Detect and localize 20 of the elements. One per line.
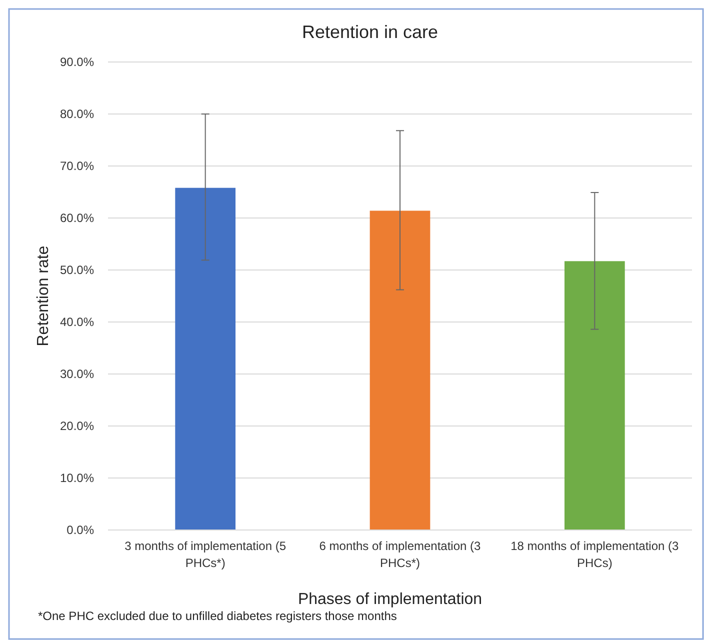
x-tick-label: 3 months of implementation (5 PHCs*): [124, 539, 286, 570]
bar: [564, 261, 625, 530]
y-tick-label: 30.0%: [60, 367, 94, 381]
y-tick-label: 70.0%: [60, 159, 94, 173]
bar: [175, 188, 236, 530]
y-tick-label: 60.0%: [60, 211, 94, 225]
y-tick-label: 0.0%: [66, 523, 94, 537]
y-tick-label: 20.0%: [60, 419, 94, 433]
y-tick-label: 90.0%: [60, 55, 94, 69]
y-tick-label: 40.0%: [60, 315, 94, 329]
y-tick-label: 10.0%: [60, 471, 94, 485]
bar: [370, 210, 430, 530]
x-axis-title: Phases of implementation: [298, 591, 482, 608]
chart-title: Retention in care: [302, 22, 438, 42]
y-axis-title: Retention rate: [35, 246, 52, 346]
y-tick-label: 50.0%: [60, 263, 94, 277]
y-tick-label: 80.0%: [60, 107, 94, 121]
x-tick-label: 18 months of implementation (3 PHCs): [510, 539, 680, 570]
text: *One PHC excluded due to unfilled diabetes registers those months: [38, 609, 397, 623]
x-tick-label: 6 months of implementation (3 PHCs*): [319, 539, 482, 570]
